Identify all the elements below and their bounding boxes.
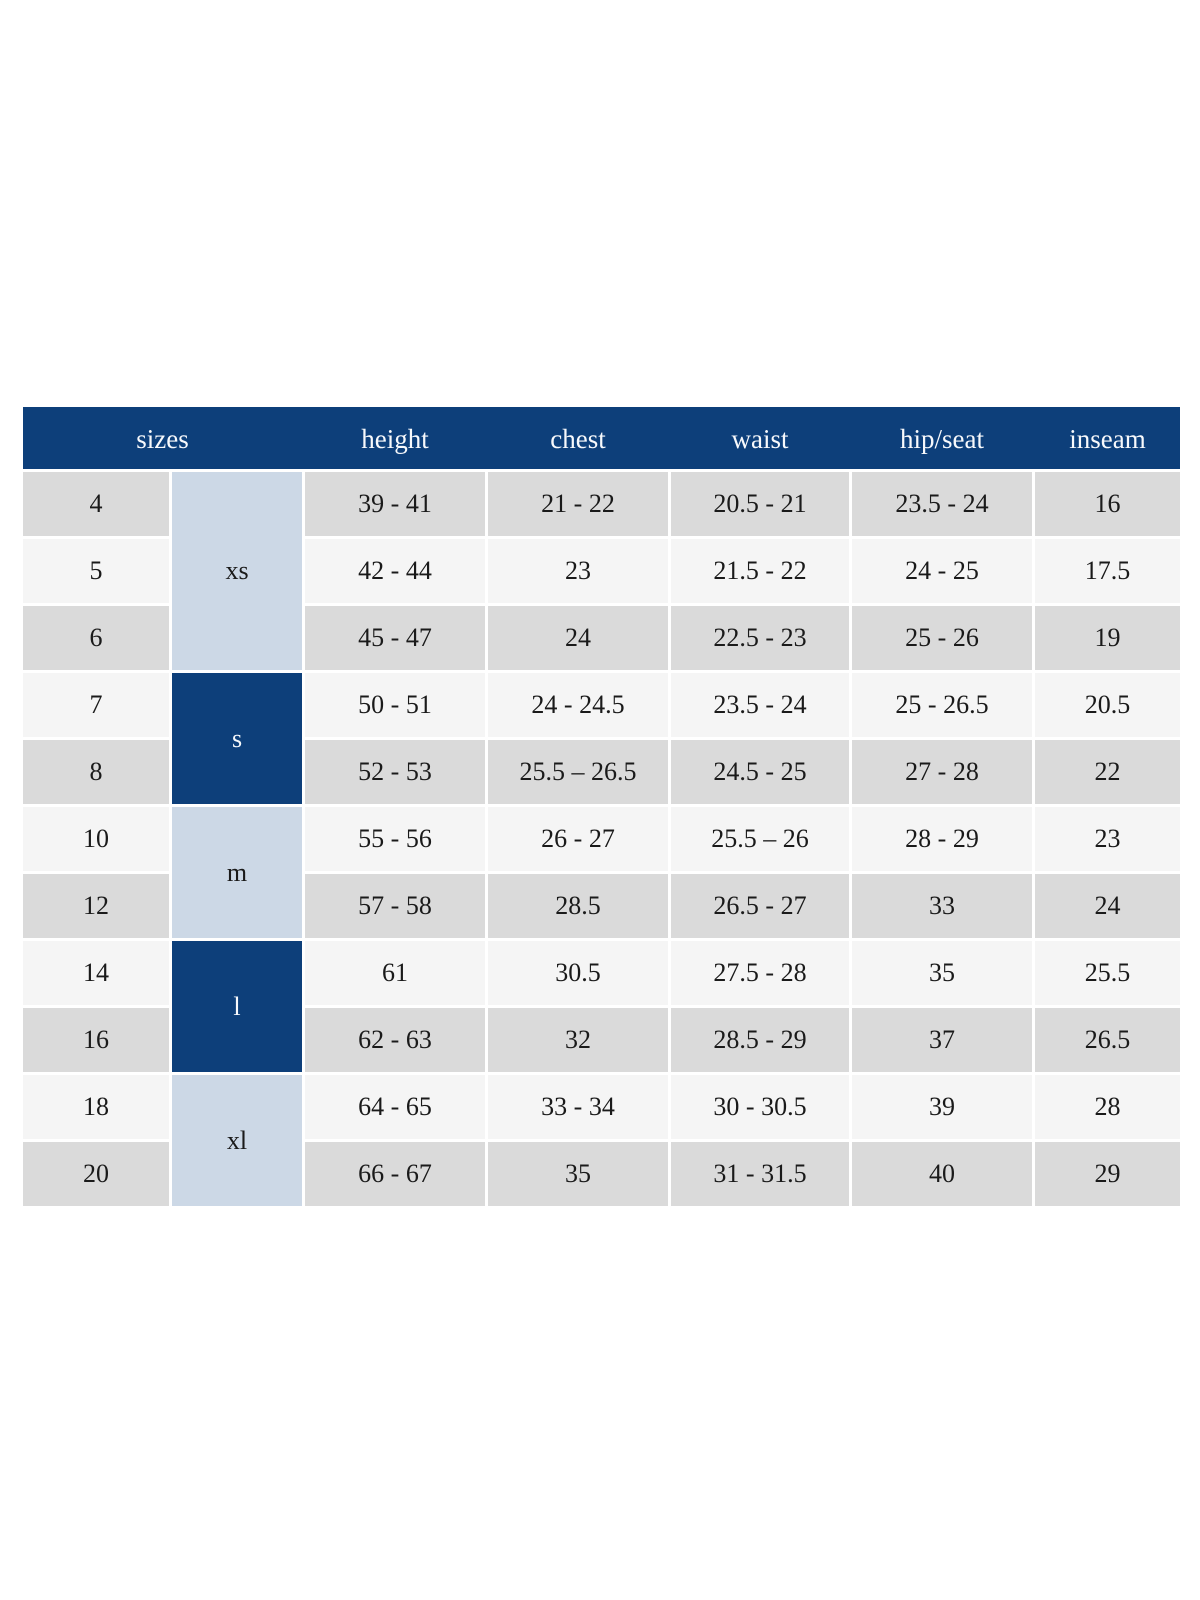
hip-seat-cell: 39 bbox=[852, 1075, 1032, 1139]
waist-cell: 28.5 - 29 bbox=[671, 1008, 849, 1072]
height-cell: 39 - 41 bbox=[305, 472, 485, 536]
chest-cell: 26 - 27 bbox=[488, 807, 668, 871]
chest-cell: 32 bbox=[488, 1008, 668, 1072]
chest-cell: 21 - 22 bbox=[488, 472, 668, 536]
height-cell: 57 - 58 bbox=[305, 874, 485, 938]
size-group-cell-xs: xs bbox=[172, 472, 302, 670]
inseam-cell: 20.5 bbox=[1035, 673, 1180, 737]
size-cell: 16 bbox=[23, 1008, 169, 1072]
hip-seat-cell: 28 - 29 bbox=[852, 807, 1032, 871]
size-cell: 8 bbox=[23, 740, 169, 804]
waist-cell: 27.5 - 28 bbox=[671, 941, 849, 1005]
col-header-waist: waist bbox=[731, 423, 789, 454]
hip-seat-cell: 40 bbox=[852, 1142, 1032, 1206]
waist-cell: 24.5 - 25 bbox=[671, 740, 849, 804]
hip-seat-cell: 24 - 25 bbox=[852, 539, 1032, 603]
hip-seat-cell: 27 - 28 bbox=[852, 740, 1032, 804]
inseam-cell: 25.5 bbox=[1035, 941, 1180, 1005]
hip-seat-cell: 35 bbox=[852, 941, 1032, 1005]
inseam-cell: 19 bbox=[1035, 606, 1180, 670]
inseam-cell: 22 bbox=[1035, 740, 1180, 804]
height-cell: 50 - 51 bbox=[305, 673, 485, 737]
chest-cell: 35 bbox=[488, 1142, 668, 1206]
hip-seat-cell: 23.5 - 24 bbox=[852, 472, 1032, 536]
waist-cell: 31 - 31.5 bbox=[671, 1142, 849, 1206]
height-cell: 55 - 56 bbox=[305, 807, 485, 871]
size-cell: 7 bbox=[23, 673, 169, 737]
size-cell: 10 bbox=[23, 807, 169, 871]
inseam-cell: 24 bbox=[1035, 874, 1180, 938]
height-cell: 66 - 67 bbox=[305, 1142, 485, 1206]
waist-cell: 22.5 - 23 bbox=[671, 606, 849, 670]
inseam-cell: 28 bbox=[1035, 1075, 1180, 1139]
hip-seat-cell: 37 bbox=[852, 1008, 1032, 1072]
inseam-cell: 23 bbox=[1035, 807, 1180, 871]
size-cell: 18 bbox=[23, 1075, 169, 1139]
size-group-cell-m: m bbox=[172, 807, 302, 938]
hip-seat-cell: 33 bbox=[852, 874, 1032, 938]
waist-cell: 26.5 - 27 bbox=[671, 874, 849, 938]
waist-cell: 21.5 - 22 bbox=[671, 539, 849, 603]
inseam-cell: 26.5 bbox=[1035, 1008, 1180, 1072]
inseam-cell: 17.5 bbox=[1035, 539, 1180, 603]
col-header-inseam: inseam bbox=[1069, 423, 1146, 454]
height-cell: 42 - 44 bbox=[305, 539, 485, 603]
waist-cell: 25.5 – 26 bbox=[671, 807, 849, 871]
size-cell: 6 bbox=[23, 606, 169, 670]
size-cell: 20 bbox=[23, 1142, 169, 1206]
col-header-sizes: sizes bbox=[136, 423, 189, 454]
chest-cell: 24 - 24.5 bbox=[488, 673, 668, 737]
chest-cell: 23 bbox=[488, 539, 668, 603]
chest-cell: 33 - 34 bbox=[488, 1075, 668, 1139]
hip-seat-cell: 25 - 26 bbox=[852, 606, 1032, 670]
height-cell: 61 bbox=[305, 941, 485, 1005]
chest-cell: 25.5 – 26.5 bbox=[488, 740, 668, 804]
size-cell: 14 bbox=[23, 941, 169, 1005]
size-group-cell-l: l bbox=[172, 941, 302, 1072]
size-cell: 5 bbox=[23, 539, 169, 603]
hip-seat-cell: 25 - 26.5 bbox=[852, 673, 1032, 737]
table-header-row: sizes height chest waist hip/seat inseam bbox=[23, 407, 1180, 469]
height-cell: 62 - 63 bbox=[305, 1008, 485, 1072]
size-chart-table: sizes height chest waist hip/seat inseam… bbox=[23, 407, 1180, 1206]
chest-cell: 24 bbox=[488, 606, 668, 670]
inseam-cell: 29 bbox=[1035, 1142, 1180, 1206]
height-cell: 64 - 65 bbox=[305, 1075, 485, 1139]
waist-cell: 30 - 30.5 bbox=[671, 1075, 849, 1139]
size-cell: 12 bbox=[23, 874, 169, 938]
inseam-cell: 16 bbox=[1035, 472, 1180, 536]
waist-cell: 20.5 - 21 bbox=[671, 472, 849, 536]
chest-cell: 30.5 bbox=[488, 941, 668, 1005]
waist-cell: 23.5 - 24 bbox=[671, 673, 849, 737]
height-cell: 45 - 47 bbox=[305, 606, 485, 670]
chest-cell: 28.5 bbox=[488, 874, 668, 938]
col-header-chest: chest bbox=[550, 423, 606, 454]
height-cell: 52 - 53 bbox=[305, 740, 485, 804]
col-header-hip-seat: hip/seat bbox=[900, 423, 984, 454]
size-group-cell-s: s bbox=[172, 673, 302, 804]
col-header-height: height bbox=[361, 423, 429, 454]
size-cell: 4 bbox=[23, 472, 169, 536]
size-group-cell-xl: xl bbox=[172, 1075, 302, 1206]
